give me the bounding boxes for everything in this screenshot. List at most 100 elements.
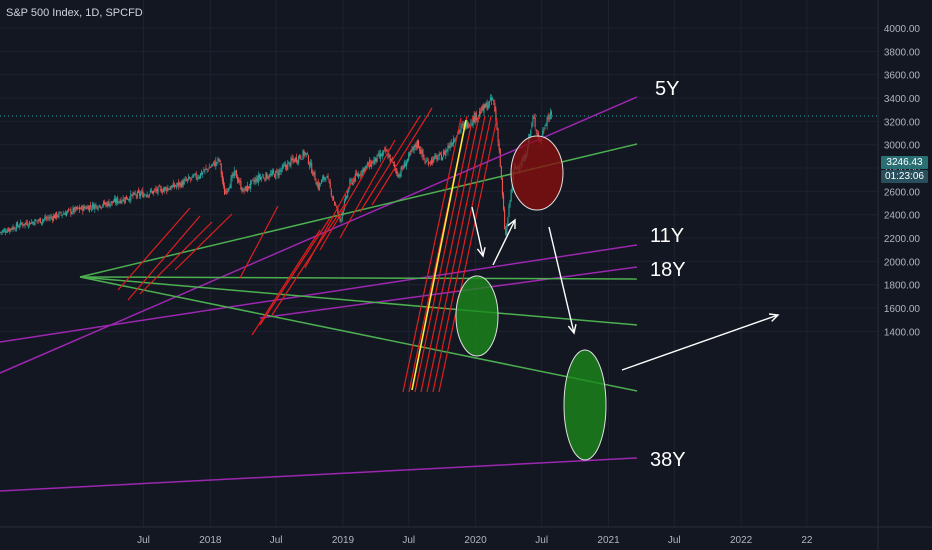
candle-body [110, 201, 112, 205]
candle-body [202, 172, 204, 175]
candle-body [142, 190, 144, 198]
candle-body [231, 174, 233, 179]
price-candles [0, 94, 553, 238]
red-channel-line [271, 203, 346, 316]
candle-body [116, 198, 118, 204]
candle-body [67, 210, 69, 213]
candle-body [476, 117, 478, 120]
y-tick-label: 2200.00 [884, 234, 921, 245]
candle-body [420, 150, 422, 155]
candle-body [388, 155, 390, 157]
candle-body [226, 190, 228, 193]
candle-body [59, 211, 61, 213]
candle-body [487, 105, 489, 110]
candle-body [161, 191, 163, 193]
candle-body [27, 225, 29, 227]
recovery-channel-line [432, 115, 492, 393]
candle-body [366, 163, 368, 166]
candle-body [317, 181, 319, 190]
candle-body [41, 220, 44, 223]
candle-body [262, 175, 264, 177]
candle-body [324, 177, 326, 181]
candle-body [499, 148, 501, 167]
candle-body [283, 164, 286, 166]
candle-body [23, 224, 25, 226]
candle-body [383, 150, 385, 154]
candle-body [370, 161, 372, 167]
candle-body [51, 217, 53, 220]
candle-body [475, 113, 477, 121]
candle-body [31, 221, 33, 224]
candle-body [269, 173, 271, 177]
candle-body [265, 172, 267, 181]
candle-body [83, 205, 85, 211]
candle-body [534, 118, 536, 128]
candle-body [106, 203, 108, 207]
recovery-channel-line [402, 117, 462, 393]
red-channel-line [259, 217, 331, 326]
candle-body [460, 125, 462, 131]
y-tick-label: 4000.00 [884, 24, 921, 35]
candle-body [270, 173, 272, 175]
candle-body [386, 150, 388, 152]
candle-body [472, 116, 474, 126]
candle-body [0, 232, 1, 233]
x-tick-label: 2019 [332, 535, 355, 546]
candle-body [158, 185, 160, 187]
candle-body [461, 124, 463, 126]
candle-body [493, 100, 495, 102]
candle-body [58, 212, 60, 218]
candle-body [177, 183, 179, 185]
candle-body [184, 178, 186, 181]
candle-body [360, 173, 362, 175]
candle-body [213, 161, 215, 164]
candle-body [152, 191, 154, 194]
red-channel-line [239, 205, 279, 279]
candle-body [216, 162, 218, 164]
candle-body [133, 192, 135, 195]
candle-body [440, 154, 442, 161]
candle-body [122, 198, 124, 202]
candle-body [322, 177, 324, 180]
last-price-tag: 3246.43 [881, 156, 928, 169]
candle-body [439, 152, 441, 154]
candle-body [433, 156, 435, 162]
candle-body [468, 126, 470, 128]
candle-body [32, 221, 34, 224]
candle-body [395, 168, 397, 170]
candle-body [249, 186, 251, 188]
candle-body [126, 199, 129, 201]
arrow-shaft [548, 226, 575, 334]
candle-body [197, 177, 199, 179]
candle-body [484, 104, 486, 109]
candle-body [77, 207, 80, 209]
candle-body [26, 222, 28, 226]
candle-body [84, 206, 86, 208]
candle-body [235, 169, 238, 179]
candle-body [250, 181, 252, 189]
candle-body [530, 129, 532, 137]
y-tick-label: 1800.00 [884, 281, 921, 292]
candle-body [355, 172, 357, 175]
candle-body [233, 170, 235, 177]
candle-body [227, 189, 229, 191]
candle-body [198, 176, 201, 179]
candle-body [45, 216, 47, 220]
candle-body [469, 123, 471, 127]
candle-body [13, 227, 15, 230]
candle-body [548, 118, 550, 120]
candle-body [251, 180, 253, 182]
candle-body [92, 203, 94, 208]
y-tick-label: 2000.00 [884, 257, 921, 268]
candle-body [356, 174, 359, 177]
candle-body [300, 156, 302, 159]
candle-body [201, 171, 203, 175]
candle-body [109, 203, 111, 207]
candle-body [230, 177, 232, 188]
candle-body [282, 165, 284, 168]
candle-body [403, 162, 405, 169]
candle-body [314, 172, 316, 181]
candle-body [305, 153, 307, 154]
candle-body [203, 170, 205, 172]
